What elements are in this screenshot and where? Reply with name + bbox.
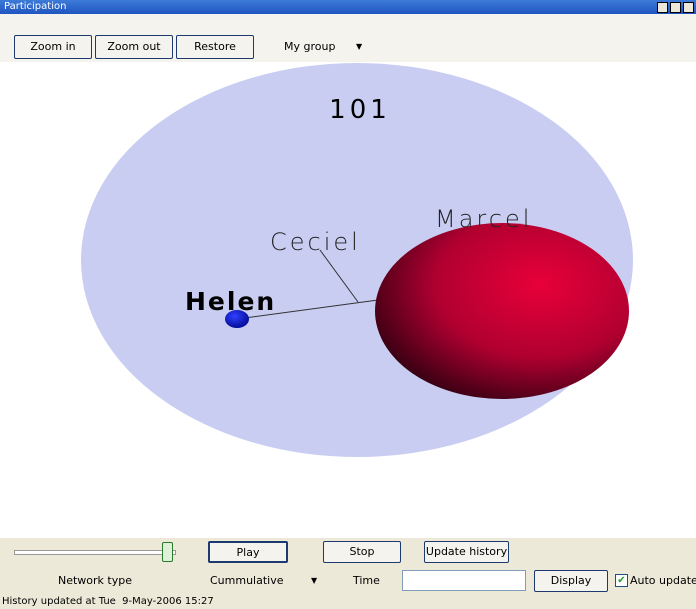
title-bar: Participation — [0, 0, 696, 14]
stop-button[interactable]: Stop — [323, 541, 401, 563]
time-slider[interactable] — [14, 550, 176, 555]
play-button[interactable]: Play — [208, 541, 288, 563]
dropdown-arrow: ▼ — [356, 35, 362, 59]
maximize-button[interactable] — [670, 2, 681, 13]
group-label: 101 — [329, 95, 391, 125]
zoom-in-button[interactable]: Zoom in — [14, 35, 92, 59]
network-graphic: 101 Ceciel Marcel Helen — [0, 62, 696, 538]
time-input[interactable] — [402, 570, 526, 591]
node-label: Helen — [185, 287, 276, 316]
slider-thumb[interactable] — [162, 542, 173, 562]
time-label: Time — [353, 574, 380, 587]
minimize-button[interactable] — [657, 2, 668, 13]
node-label: Marcel — [435, 205, 532, 233]
dropdown-arrow: ▼ — [311, 570, 317, 592]
node-label: Ceciel — [270, 228, 361, 256]
network-view: 101 Ceciel Marcel Helen — [0, 62, 696, 538]
status-bar: History updated at Tue 9-May-2006 15:27 — [2, 596, 214, 607]
auto-update-label[interactable]: Auto update — [630, 574, 696, 587]
group-select-value: My group — [284, 35, 335, 59]
network-type-value: Cummulative — [210, 570, 284, 592]
auto-update-checkbox[interactable]: ✔ — [615, 574, 628, 587]
zoom-out-button[interactable]: Zoom out — [95, 35, 173, 59]
application-window: Participation Zoom in Zoom out Restore M… — [0, 0, 696, 609]
update-history-button[interactable]: Update history — [424, 541, 509, 563]
restore-button[interactable]: Restore — [176, 35, 254, 59]
group-select[interactable]: My group ▼ — [260, 35, 370, 59]
node-sphere — [375, 223, 629, 399]
network-type-label: Network type — [58, 574, 132, 587]
window-title: Participation — [0, 1, 66, 12]
display-button[interactable]: Display — [534, 570, 608, 592]
close-button[interactable] — [683, 2, 694, 13]
network-type-select[interactable]: Cummulative ▼ — [205, 570, 325, 592]
